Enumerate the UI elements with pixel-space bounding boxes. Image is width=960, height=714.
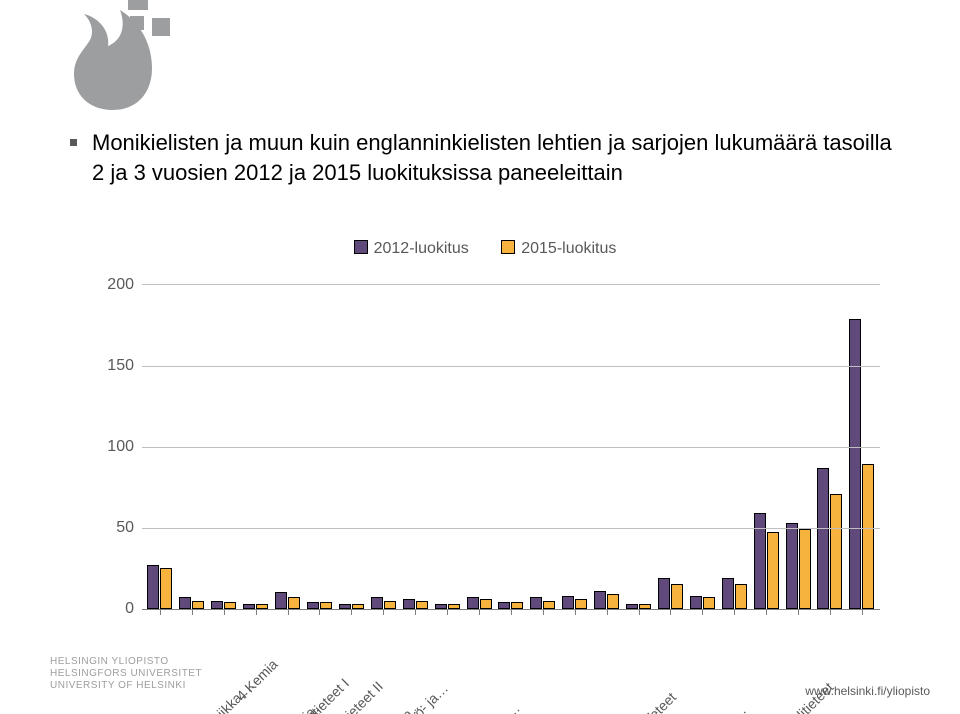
bar-series-2012 bbox=[467, 597, 479, 609]
bar-series-2015 bbox=[160, 568, 172, 609]
bar-series-2012 bbox=[658, 578, 670, 609]
logo-square-icon bbox=[128, 0, 148, 10]
bar-series-2012 bbox=[211, 601, 223, 609]
legend-item: 2012-luokitus bbox=[354, 240, 469, 258]
bar-series-2015 bbox=[830, 494, 842, 609]
bar-series-2015 bbox=[799, 529, 811, 609]
bar-series-2012 bbox=[403, 599, 415, 609]
bar-series-2015 bbox=[224, 602, 236, 609]
bar-series-2015 bbox=[256, 604, 268, 609]
bar-series-2012 bbox=[722, 578, 734, 609]
bar-series-2015 bbox=[480, 599, 492, 609]
university-name-en: UNIVERSITY OF HELSINKI bbox=[50, 680, 202, 692]
bar-series-2012 bbox=[849, 319, 861, 609]
bar-series-2012 bbox=[275, 592, 287, 609]
y-axis-tick-label: 50 bbox=[116, 519, 134, 537]
bar-series-2012 bbox=[498, 602, 510, 609]
bar-series-2012 bbox=[786, 523, 798, 609]
logo-square-icon bbox=[152, 18, 170, 36]
bar-series-2012 bbox=[594, 591, 606, 609]
bar-series-2015 bbox=[543, 601, 555, 609]
bar-chart: 2012-luokitus 2015-luokitus 050100150200… bbox=[90, 240, 880, 610]
bullet-icon bbox=[70, 139, 77, 146]
bar-series-2015 bbox=[767, 532, 779, 609]
logo-square-icon bbox=[130, 16, 144, 30]
bar-series-2015 bbox=[352, 604, 364, 609]
bar-series-2015 bbox=[192, 601, 204, 609]
bar-series-2015 bbox=[384, 601, 396, 609]
bar-series-2012 bbox=[435, 604, 447, 609]
bar-series-2012 bbox=[243, 604, 255, 609]
bar-series-2015 bbox=[320, 602, 332, 609]
chart-legend: 2012-luokitus 2015-luokitus bbox=[90, 240, 880, 258]
legend-label: 2015-luokitus bbox=[521, 240, 616, 257]
y-axis-tick-label: 0 bbox=[125, 600, 134, 618]
university-flame-logo bbox=[70, 0, 190, 110]
bar-series-2015 bbox=[735, 584, 747, 609]
bar-series-2015 bbox=[639, 604, 651, 609]
bar-series-2012 bbox=[530, 597, 542, 609]
y-axis-tick-label: 100 bbox=[107, 438, 134, 456]
footer-url: www.helsinki.fi/yliopisto bbox=[805, 684, 930, 698]
bar-series-2015 bbox=[862, 464, 874, 609]
bar-series-2012 bbox=[371, 597, 383, 609]
legend-item: 2015-luokitus bbox=[501, 240, 616, 258]
slide-title: Monikielisten ja muun kuin englanninkiel… bbox=[92, 128, 900, 188]
bar-series-2015 bbox=[703, 597, 715, 609]
bar-series-2015 bbox=[671, 584, 683, 609]
legend-label: 2012-luokitus bbox=[374, 240, 469, 257]
bar-series-2015 bbox=[607, 594, 619, 609]
legend-swatch bbox=[501, 240, 515, 254]
plot-area: 050100150200 bbox=[142, 284, 880, 610]
bar-series-2015 bbox=[448, 604, 460, 609]
bar-series-2012 bbox=[562, 596, 574, 609]
bar-series-2012 bbox=[307, 602, 319, 609]
university-name-sv: HELSINGFORS UNIVERSITET bbox=[50, 668, 202, 680]
university-name-fi: HELSINGIN YLIOPISTO bbox=[50, 656, 202, 668]
bar-series-2012 bbox=[179, 597, 191, 609]
university-name-block: HELSINGIN YLIOPISTO HELSINGFORS UNIVERSI… bbox=[50, 656, 202, 692]
y-axis-tick-label: 200 bbox=[107, 276, 134, 294]
y-axis-tick-label: 150 bbox=[107, 357, 134, 375]
bar-series-2012 bbox=[690, 596, 702, 609]
bar-series-2015 bbox=[511, 602, 523, 609]
bar-series-2015 bbox=[575, 599, 587, 609]
bar-series-2012 bbox=[339, 604, 351, 609]
bar-series-2012 bbox=[626, 604, 638, 609]
bar-series-2015 bbox=[416, 601, 428, 609]
bar-series-2015 bbox=[288, 597, 300, 609]
bar-series-2012 bbox=[147, 565, 159, 609]
bar-series-2012 bbox=[817, 468, 829, 609]
legend-swatch bbox=[354, 240, 368, 254]
